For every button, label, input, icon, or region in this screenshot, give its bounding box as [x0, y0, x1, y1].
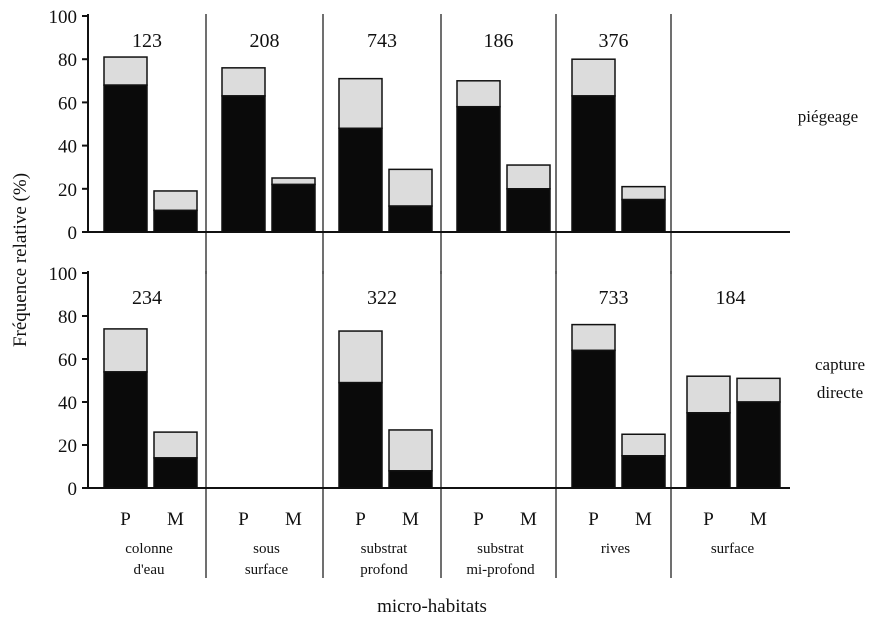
group-count-label: 322	[367, 287, 397, 309]
y-tick-label: 20	[58, 180, 77, 201]
bar-segment-lower	[153, 209, 198, 233]
bar-segment-upper	[506, 164, 551, 190]
category-label: substrat	[477, 541, 524, 557]
bar-segment-upper	[103, 328, 148, 373]
bar-segment-upper	[621, 433, 666, 457]
panel-row-label: capture	[815, 355, 865, 374]
bar-segment-lower	[338, 381, 383, 489]
bar-segment-lower	[456, 105, 501, 233]
bar-segment-upper	[221, 67, 266, 97]
bar-segment-lower	[271, 183, 316, 233]
bar-label: M	[635, 509, 652, 530]
category-label: substrat	[361, 541, 408, 557]
bar-segment-upper	[388, 429, 433, 472]
bar-segment-lower	[686, 412, 731, 489]
bar-segment-upper	[103, 56, 148, 86]
y-tick-label: 0	[68, 223, 78, 244]
bar-segment-upper	[388, 168, 433, 207]
bar-segment-lower	[103, 371, 148, 489]
bar-label: M	[285, 509, 302, 530]
y-tick-label: 60	[58, 350, 77, 371]
bar-label: M	[750, 509, 767, 530]
bar-segment-lower	[388, 470, 433, 489]
category-label: profond	[360, 562, 408, 578]
category-label: d'eau	[133, 562, 165, 578]
y-tick-label: 40	[58, 393, 77, 414]
y-axis-title: Fréquence relative (%)	[10, 173, 31, 347]
bar-segment-lower	[153, 457, 198, 489]
bar-label: P	[703, 509, 714, 530]
bar-segment-lower	[571, 95, 616, 233]
bar-segment-upper	[153, 431, 198, 459]
bar-segment-upper	[736, 377, 781, 403]
bar-label: P	[588, 509, 599, 530]
bar-segment-upper	[571, 323, 616, 352]
bar-segment-lower	[506, 188, 551, 233]
group-count-label: 184	[716, 287, 746, 309]
y-tick-label: 80	[58, 50, 77, 71]
bar-label: M	[402, 509, 419, 530]
y-tick-label: 20	[58, 436, 77, 457]
category-label: surface	[245, 562, 289, 578]
x-axis-title: micro-habitats	[377, 596, 487, 617]
group-count-label: 123	[132, 30, 162, 52]
bar-segment-lower	[736, 401, 781, 489]
bar-segment-upper	[686, 375, 731, 414]
y-tick-label: 40	[58, 137, 77, 158]
bar-segment-upper	[271, 177, 316, 186]
bar-label: P	[355, 509, 366, 530]
bar-segment-upper	[153, 190, 198, 212]
y-tick-label: 100	[49, 7, 78, 28]
bar-segment-lower	[571, 349, 616, 489]
category-label: sous	[253, 541, 280, 557]
bar-segment-lower	[388, 205, 433, 233]
bar-label: M	[520, 509, 537, 530]
category-label: mi-profond	[466, 562, 535, 578]
y-tick-label: 60	[58, 93, 77, 114]
bar-label: P	[238, 509, 249, 530]
bar-segment-upper	[338, 330, 383, 384]
y-tick-label: 0	[68, 479, 78, 500]
bar-segment-lower	[221, 95, 266, 233]
group-count-label: 186	[484, 30, 514, 52]
group-count-label: 743	[367, 30, 397, 52]
bar-label: M	[167, 509, 184, 530]
bar-segment-upper	[571, 58, 616, 97]
bar-segment-lower	[621, 198, 666, 233]
panel-row-label: piégeage	[798, 107, 858, 126]
group-count-label: 208	[250, 30, 280, 52]
group-count-label: 234	[132, 287, 162, 309]
bar-segment-lower	[621, 455, 666, 489]
y-tick-label: 100	[49, 264, 78, 285]
panel-row-label: directe	[817, 383, 863, 402]
bar-label: P	[473, 509, 484, 530]
bar-segment-upper	[338, 77, 383, 130]
bar-segment-upper	[456, 80, 501, 108]
bar-label: P	[120, 509, 131, 530]
group-count-label: 733	[599, 287, 629, 309]
category-label: colonne	[125, 541, 173, 557]
category-label: surface	[711, 541, 755, 557]
y-tick-label: 80	[58, 307, 77, 328]
bar-segment-lower	[338, 127, 383, 233]
group-count-label: 376	[599, 30, 629, 52]
bar-segment-upper	[621, 185, 666, 201]
category-label: rives	[601, 541, 630, 557]
bar-segment-lower	[103, 84, 148, 233]
